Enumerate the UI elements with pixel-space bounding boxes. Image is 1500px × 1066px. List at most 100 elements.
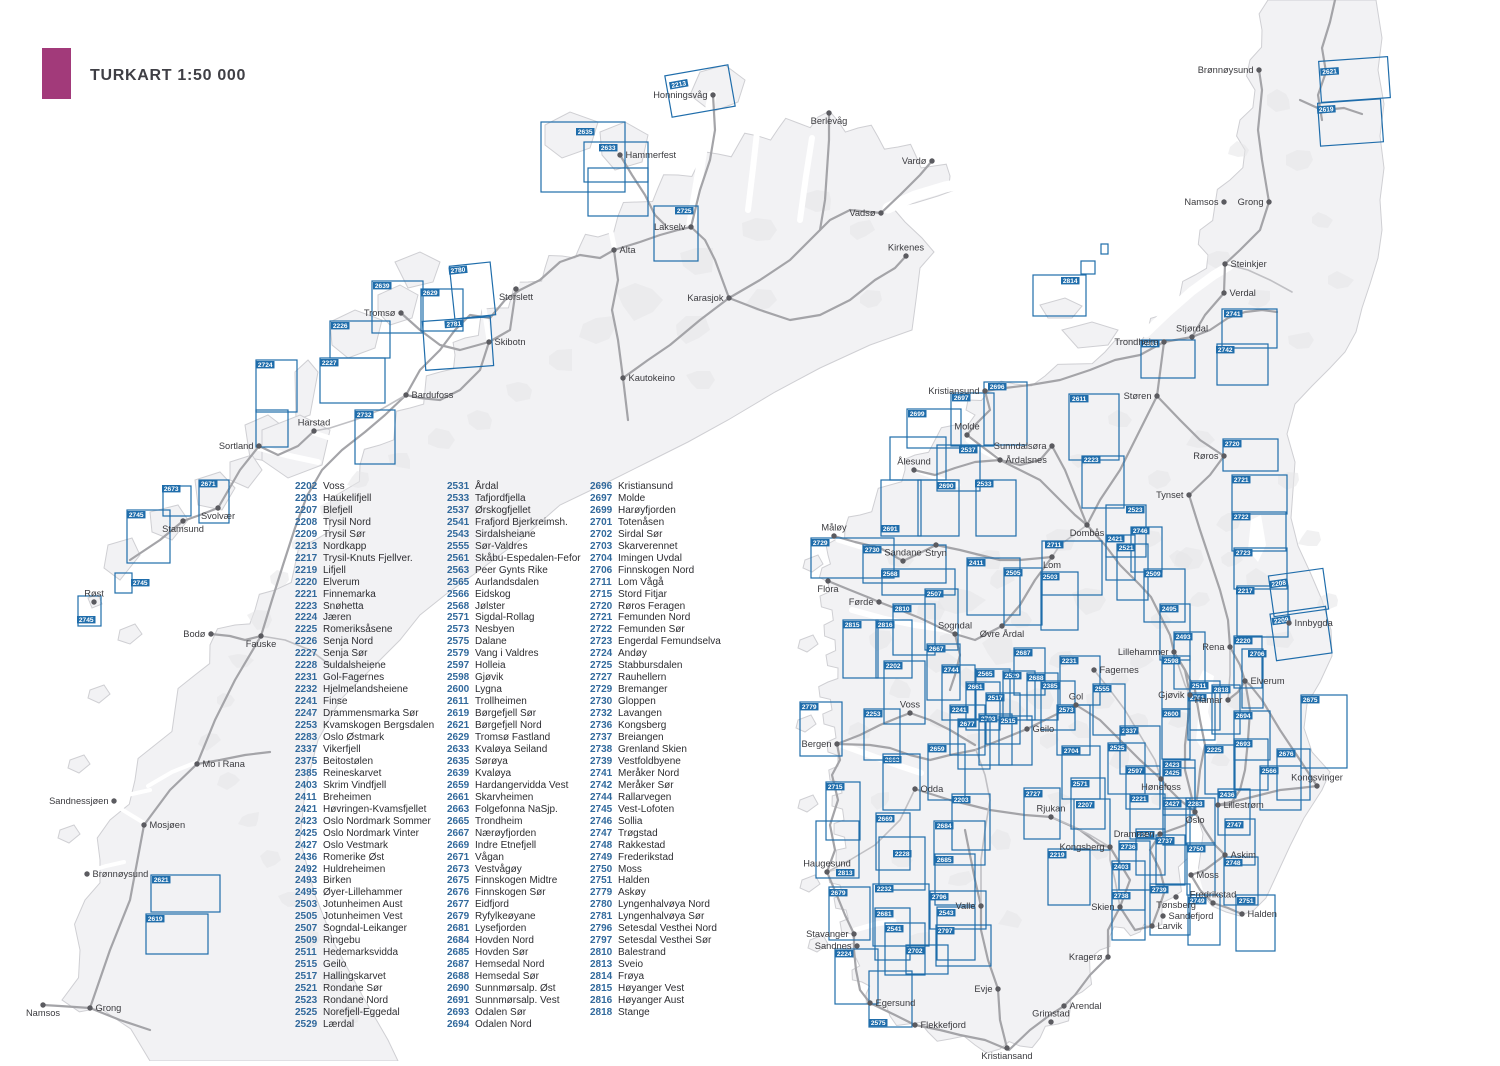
svg-text:Oslo: Oslo: [1185, 815, 1204, 825]
svg-text:Geilo: Geilo: [1033, 724, 1055, 734]
svg-text:2671: 2671: [201, 481, 216, 488]
svg-text:Grimstad: Grimstad: [1032, 1009, 1070, 1019]
svg-text:Odda: Odda: [921, 784, 945, 794]
svg-text:2224: 2224: [837, 951, 852, 958]
svg-text:2727: 2727: [1026, 791, 1041, 798]
svg-text:2208: 2208: [1271, 580, 1287, 589]
svg-text:Støren: Støren: [1124, 391, 1152, 401]
svg-text:Sandefjord: Sandefjord: [1169, 911, 1214, 921]
svg-text:2566: 2566: [1262, 768, 1277, 775]
svg-text:Ålesund: Ålesund: [897, 457, 931, 467]
svg-text:2690: 2690: [939, 483, 954, 490]
svg-text:Kongsvinger: Kongsvinger: [1291, 773, 1343, 783]
svg-text:Berlevåg: Berlevåg: [811, 116, 848, 126]
svg-text:Tromsø: Tromsø: [364, 308, 396, 318]
svg-text:2749: 2749: [1190, 898, 1205, 905]
svg-text:2241: 2241: [952, 707, 967, 714]
svg-text:2739: 2739: [1152, 887, 1167, 894]
svg-text:2226: 2226: [333, 323, 348, 330]
svg-text:2659: 2659: [930, 746, 945, 753]
svg-text:2223: 2223: [1084, 457, 1099, 464]
svg-text:2818: 2818: [1214, 687, 1229, 694]
svg-text:2704: 2704: [1064, 748, 1079, 755]
svg-text:Rena: Rena: [1202, 642, 1225, 652]
svg-text:2723: 2723: [1236, 550, 1251, 557]
svg-text:Sandane: Sandane: [884, 548, 921, 558]
svg-text:Lillestrøm: Lillestrøm: [1224, 800, 1265, 810]
svg-text:Sandnessjøen: Sandnessjøen: [49, 796, 108, 806]
svg-text:2697: 2697: [954, 395, 969, 402]
svg-text:2706: 2706: [1250, 651, 1265, 658]
svg-text:2425: 2425: [1165, 770, 1180, 777]
svg-text:Namsos: Namsos: [1184, 197, 1218, 207]
svg-text:2688: 2688: [1029, 675, 1044, 682]
svg-text:2685: 2685: [937, 857, 952, 864]
svg-text:2337: 2337: [1122, 728, 1137, 735]
svg-text:Stavanger: Stavanger: [806, 929, 848, 939]
svg-text:Øvre Årdal: Øvre Årdal: [980, 629, 1024, 639]
svg-text:Bodø: Bodø: [183, 629, 206, 639]
svg-text:2511: 2511: [1192, 683, 1207, 690]
svg-text:2523: 2523: [1128, 507, 1143, 514]
svg-text:2677: 2677: [960, 721, 975, 728]
svg-text:2427: 2427: [1165, 801, 1180, 808]
svg-text:Fredrikstad: Fredrikstad: [1190, 890, 1237, 900]
svg-text:2600: 2600: [1164, 711, 1179, 718]
svg-text:Stjørdal: Stjørdal: [1176, 324, 1208, 334]
svg-text:Harstad: Harstad: [298, 418, 331, 428]
svg-text:2597: 2597: [1128, 768, 1143, 775]
svg-text:2228: 2228: [895, 851, 910, 858]
svg-text:Stamsund: Stamsund: [162, 524, 204, 534]
svg-text:2779: 2779: [802, 704, 817, 711]
svg-text:2750: 2750: [1189, 846, 1204, 853]
svg-text:2525: 2525: [1110, 745, 1125, 752]
svg-text:2225: 2225: [1207, 747, 1222, 754]
svg-text:2699: 2699: [910, 411, 925, 418]
svg-text:2810: 2810: [895, 606, 910, 613]
svg-text:Haugesund: Haugesund: [803, 859, 851, 869]
svg-text:2207: 2207: [1078, 802, 1093, 809]
svg-text:2797: 2797: [938, 928, 953, 935]
svg-text:2217: 2217: [1238, 588, 1253, 595]
svg-text:Gjøvik: Gjøvik: [1158, 690, 1185, 700]
svg-text:2676: 2676: [1279, 751, 1294, 758]
svg-text:Karasjok: Karasjok: [687, 293, 724, 303]
svg-text:2724: 2724: [258, 362, 273, 369]
svg-text:Lillehammer: Lillehammer: [1118, 647, 1169, 657]
svg-text:2816: 2816: [878, 622, 893, 629]
svg-text:Trondheim: Trondheim: [1114, 337, 1158, 347]
svg-text:2221: 2221: [1132, 796, 1147, 803]
svg-text:Storslett: Storslett: [499, 292, 534, 302]
svg-text:Molde: Molde: [954, 422, 979, 432]
svg-text:2555: 2555: [1095, 686, 1110, 693]
svg-text:Skien: Skien: [1091, 902, 1114, 912]
svg-text:2403: 2403: [1114, 864, 1129, 871]
svg-text:2781: 2781: [446, 321, 461, 329]
svg-text:2715: 2715: [828, 784, 843, 791]
svg-text:Skibotn: Skibotn: [495, 337, 526, 347]
svg-text:Måløy: Måløy: [821, 523, 847, 533]
svg-text:2687: 2687: [1016, 650, 1031, 657]
svg-text:2231: 2231: [1062, 658, 1077, 665]
svg-text:Moss: Moss: [1197, 870, 1220, 880]
svg-text:2747: 2747: [1227, 822, 1242, 829]
svg-text:Hammerfest: Hammerfest: [626, 150, 677, 160]
svg-text:Valle: Valle: [956, 901, 976, 911]
svg-text:2517: 2517: [988, 695, 1003, 702]
svg-text:Larvik: Larvik: [1158, 921, 1183, 931]
svg-text:2667: 2667: [929, 646, 944, 653]
svg-text:Sogndal: Sogndal: [938, 621, 972, 631]
svg-text:2598: 2598: [1164, 658, 1179, 665]
svg-text:Stryn: Stryn: [925, 548, 947, 558]
svg-text:Grong: Grong: [96, 1003, 122, 1013]
svg-text:2619: 2619: [148, 916, 163, 923]
svg-text:2537: 2537: [961, 447, 976, 454]
svg-text:2495: 2495: [1162, 606, 1177, 613]
svg-text:Flekkefjord: Flekkefjord: [921, 1020, 966, 1030]
svg-text:2639: 2639: [375, 283, 390, 290]
svg-text:2635: 2635: [578, 129, 593, 136]
svg-text:2745: 2745: [79, 617, 94, 624]
svg-text:2507: 2507: [927, 591, 942, 598]
svg-text:2780: 2780: [450, 267, 466, 276]
svg-text:2691: 2691: [883, 526, 898, 533]
